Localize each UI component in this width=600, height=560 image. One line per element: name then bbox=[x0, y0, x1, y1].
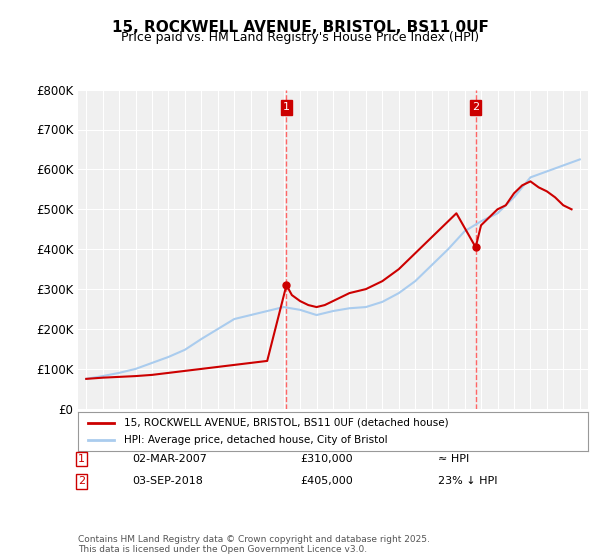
Text: 15, ROCKWELL AVENUE, BRISTOL, BS11 0UF: 15, ROCKWELL AVENUE, BRISTOL, BS11 0UF bbox=[112, 20, 488, 35]
Text: £405,000: £405,000 bbox=[300, 477, 353, 487]
Text: £310,000: £310,000 bbox=[300, 454, 353, 464]
Text: Contains HM Land Registry data © Crown copyright and database right 2025.
This d: Contains HM Land Registry data © Crown c… bbox=[78, 535, 430, 554]
Text: 02-MAR-2007: 02-MAR-2007 bbox=[132, 454, 207, 464]
Text: 1: 1 bbox=[78, 454, 85, 464]
Text: ≈ HPI: ≈ HPI bbox=[438, 454, 469, 464]
Text: Price paid vs. HM Land Registry's House Price Index (HPI): Price paid vs. HM Land Registry's House … bbox=[121, 31, 479, 44]
Text: 2: 2 bbox=[472, 102, 479, 113]
Text: 1: 1 bbox=[283, 102, 290, 113]
Text: 15, ROCKWELL AVENUE, BRISTOL, BS11 0UF (detached house): 15, ROCKWELL AVENUE, BRISTOL, BS11 0UF (… bbox=[124, 418, 449, 428]
Text: 2: 2 bbox=[78, 477, 85, 487]
Text: HPI: Average price, detached house, City of Bristol: HPI: Average price, detached house, City… bbox=[124, 435, 388, 445]
Text: 03-SEP-2018: 03-SEP-2018 bbox=[132, 477, 203, 487]
Text: 23% ↓ HPI: 23% ↓ HPI bbox=[438, 477, 497, 487]
